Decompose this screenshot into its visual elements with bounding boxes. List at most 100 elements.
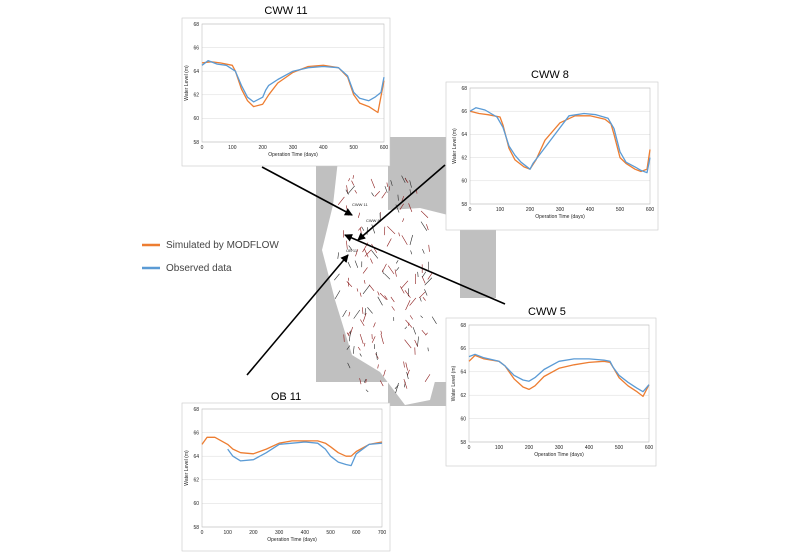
- chart-ob11: OB 11 58 60 62 64 66 68 0 100 200 300 400 500 600 700 O…: [181, 391, 391, 552]
- y-tick-label: 68: [461, 86, 467, 92]
- series-observed-line: [227, 441, 383, 467]
- flow-vector: [424, 374, 431, 382]
- x-tick-label: 600: [352, 530, 361, 536]
- flow-vector: [365, 389, 369, 393]
- flow-vector: [373, 322, 376, 328]
- flow-vector: [395, 260, 399, 264]
- plot-area: [469, 87, 651, 205]
- flow-vector: [365, 378, 367, 384]
- flow-vector: [431, 316, 437, 324]
- y-tick-label: 68: [460, 323, 466, 329]
- y-tick-label: 66: [193, 45, 199, 51]
- flow-vector: [361, 307, 364, 314]
- flow-vector: [403, 378, 408, 389]
- flow-vectors: [334, 175, 437, 394]
- y-tick-label: 58: [460, 440, 466, 446]
- flow-vector: [402, 218, 405, 222]
- y-tick-label: 62: [460, 393, 466, 399]
- flow-vector: [348, 245, 353, 251]
- flow-vector: [390, 180, 393, 186]
- flow-vector: [363, 342, 366, 347]
- flow-vector: [348, 178, 351, 182]
- x-tick-label: 100: [496, 207, 505, 213]
- map-well-label: OB 11: [346, 248, 358, 253]
- flow-vector: [359, 292, 362, 297]
- flow-vector: [404, 290, 411, 298]
- flow-vector: [377, 364, 379, 369]
- arrow-cww8: [357, 164, 446, 241]
- model-map: CWW 11 CWW 8 OB 11: [316, 137, 496, 406]
- flow-vector: [409, 315, 413, 320]
- flow-vector: [405, 300, 411, 311]
- flow-vector: [421, 271, 427, 278]
- flow-vector: [410, 250, 413, 255]
- flow-vector: [362, 285, 370, 295]
- flow-vector: [364, 249, 369, 258]
- x-tick-label: 600: [646, 207, 655, 213]
- flow-vector: [364, 249, 372, 257]
- series-simulated-line: [201, 61, 385, 114]
- y-tick-label: 58: [193, 525, 199, 531]
- flow-vector: [397, 194, 399, 201]
- flow-vector: [387, 226, 396, 235]
- y-tick-label: 64: [193, 454, 199, 460]
- flow-vector: [359, 378, 362, 385]
- flow-vector: [405, 319, 413, 328]
- flow-vector: [379, 292, 387, 300]
- flow-vector: [346, 332, 350, 337]
- x-tick-label: 500: [349, 145, 358, 151]
- chart-title: CWW 8: [531, 69, 569, 81]
- y-tick-label: 62: [193, 478, 199, 484]
- flow-vector: [353, 309, 361, 319]
- flow-vector: [424, 277, 433, 286]
- flow-vector: [370, 178, 376, 189]
- flow-vector: [371, 336, 376, 343]
- map-inactive-zone-top: [388, 137, 448, 217]
- flow-vector: [377, 296, 383, 306]
- flow-vector: [425, 332, 428, 336]
- x-tick-label: 200: [526, 207, 535, 213]
- series-simulated-line: [469, 110, 651, 173]
- flow-vector: [334, 273, 340, 281]
- x-tick-label: 400: [301, 530, 310, 536]
- flow-vector: [357, 346, 361, 351]
- flow-vector: [409, 180, 412, 188]
- x-tick-label: 0: [201, 530, 204, 536]
- x-tick-label: 0: [468, 445, 471, 451]
- flow-vector: [386, 182, 388, 188]
- flow-vector: [394, 269, 397, 277]
- y-axis-label: Water Level (m): [184, 65, 190, 101]
- flow-vector: [400, 286, 405, 294]
- y-tick-label: 60: [193, 116, 199, 122]
- x-tick-label: 0: [201, 145, 204, 151]
- flow-vector: [384, 295, 388, 300]
- map-well-labels: CWW 11 CWW 8 OB 11: [346, 202, 381, 253]
- x-tick-label: 200: [258, 145, 267, 151]
- y-tick-label: 58: [461, 202, 467, 208]
- flow-vector: [357, 212, 361, 218]
- flow-vector: [384, 186, 388, 193]
- flow-vector: [420, 210, 429, 218]
- flow-vector: [409, 297, 417, 306]
- flow-vector: [403, 361, 405, 368]
- flow-vector: [426, 224, 429, 231]
- flow-vector: [405, 362, 408, 371]
- flow-vector: [383, 369, 386, 377]
- x-tick-label: 100: [224, 530, 233, 536]
- y-tick-label: 68: [193, 22, 199, 28]
- flow-vector: [420, 221, 428, 231]
- x-tick-label: 200: [525, 445, 534, 451]
- x-tick-label: 600: [380, 145, 389, 151]
- flow-vector: [406, 371, 409, 379]
- x-tick-label: 100: [495, 445, 504, 451]
- flow-vector: [348, 331, 351, 335]
- y-axis-label: Water Level (m): [452, 128, 458, 164]
- flow-vector: [384, 273, 391, 280]
- flow-vector: [346, 240, 348, 249]
- flow-vector: [386, 238, 392, 247]
- x-tick-label: 100: [228, 145, 237, 151]
- flow-vector: [347, 362, 351, 369]
- series-observed-line: [469, 107, 651, 174]
- y-tick-label: 60: [461, 179, 467, 185]
